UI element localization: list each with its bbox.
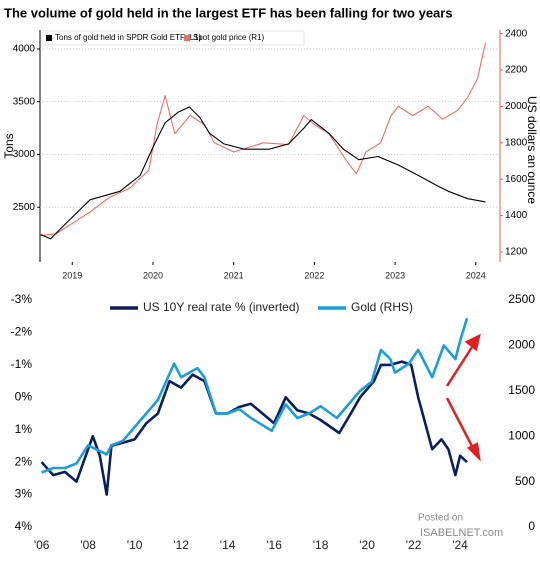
y2-tick-label: 0 (528, 519, 535, 533)
series-line (41, 317, 469, 474)
x-tick-label: '14 (220, 538, 236, 552)
watermark: Posted on (418, 513, 463, 524)
y-tick-label: 4000 (13, 44, 36, 55)
y2-axis-label: US dollars an ounce (525, 96, 539, 204)
x-tick-label: '24 (452, 538, 468, 552)
x-tick-label: '10 (127, 538, 143, 552)
y2-tick-label: 2500 (508, 292, 535, 306)
y-tick-label: 1% (15, 422, 33, 436)
legend-label: US 10Y real rate % (inverted) (143, 300, 300, 314)
x-tick-label: '06 (34, 538, 50, 552)
legend-swatch (184, 35, 190, 41)
y-axis-label: Tons (2, 133, 16, 158)
watermark: ISABELNET.com (420, 527, 503, 539)
y-tick-label: 4% (15, 519, 33, 533)
series-line (40, 42, 487, 237)
legend-label: Tons of gold held in SPDR Gold ETF (L1) (55, 33, 202, 42)
x-tick-label: 2023 (385, 270, 405, 280)
x-tick-label: '16 (266, 538, 282, 552)
y-tick-label: -3% (11, 292, 33, 306)
y2-tick-label: 1400 (505, 210, 528, 221)
legend-swatch (46, 35, 52, 41)
x-tick-label: 2021 (224, 270, 244, 280)
x-tick-label: 2022 (304, 270, 324, 280)
series-line (40, 106, 486, 240)
y2-tick-label: 1600 (505, 174, 528, 185)
x-tick-label: 2019 (62, 270, 82, 280)
x-tick-label: '22 (406, 538, 422, 552)
legend-box (41, 30, 305, 46)
y-tick-label: 0% (15, 389, 33, 403)
y2-tick-label: 2400 (505, 28, 528, 39)
legend-label: Gold (RHS) (351, 300, 413, 314)
series-line (40, 360, 468, 496)
x-tick-label: '18 (313, 538, 329, 552)
y-tick-label: -2% (11, 325, 33, 339)
y-tick-label: -1% (11, 357, 33, 371)
x-tick-label: '08 (80, 538, 96, 552)
y-tick-label: 2500 (13, 202, 36, 213)
x-tick-label: 2020 (143, 270, 163, 280)
y-tick-label: 2% (15, 454, 33, 468)
chart-title: The volume of gold held in the largest E… (4, 5, 453, 20)
y2-tick-label: 1000 (508, 428, 535, 442)
x-tick-label: 2024 (466, 270, 486, 280)
y2-tick-label: 2200 (505, 65, 528, 76)
y-tick-label: 3000 (13, 149, 36, 160)
y2-tick-label: 500 (515, 474, 535, 488)
x-tick-label: '12 (173, 538, 189, 552)
legend-label: Spot gold price (R1) (193, 33, 264, 42)
arrows (445, 333, 481, 462)
y2-tick-label: 2000 (508, 338, 535, 352)
y2-tick-label: 1200 (505, 247, 528, 258)
y-tick-label: 3% (15, 487, 33, 501)
bottom-panel (0, 282, 540, 562)
x-tick-label: '20 (359, 538, 375, 552)
y-tick-label: 3500 (13, 96, 36, 107)
y2-tick-label: 1800 (505, 137, 528, 148)
y2-tick-label: 1500 (508, 383, 535, 397)
y2-tick-label: 2000 (505, 101, 528, 112)
